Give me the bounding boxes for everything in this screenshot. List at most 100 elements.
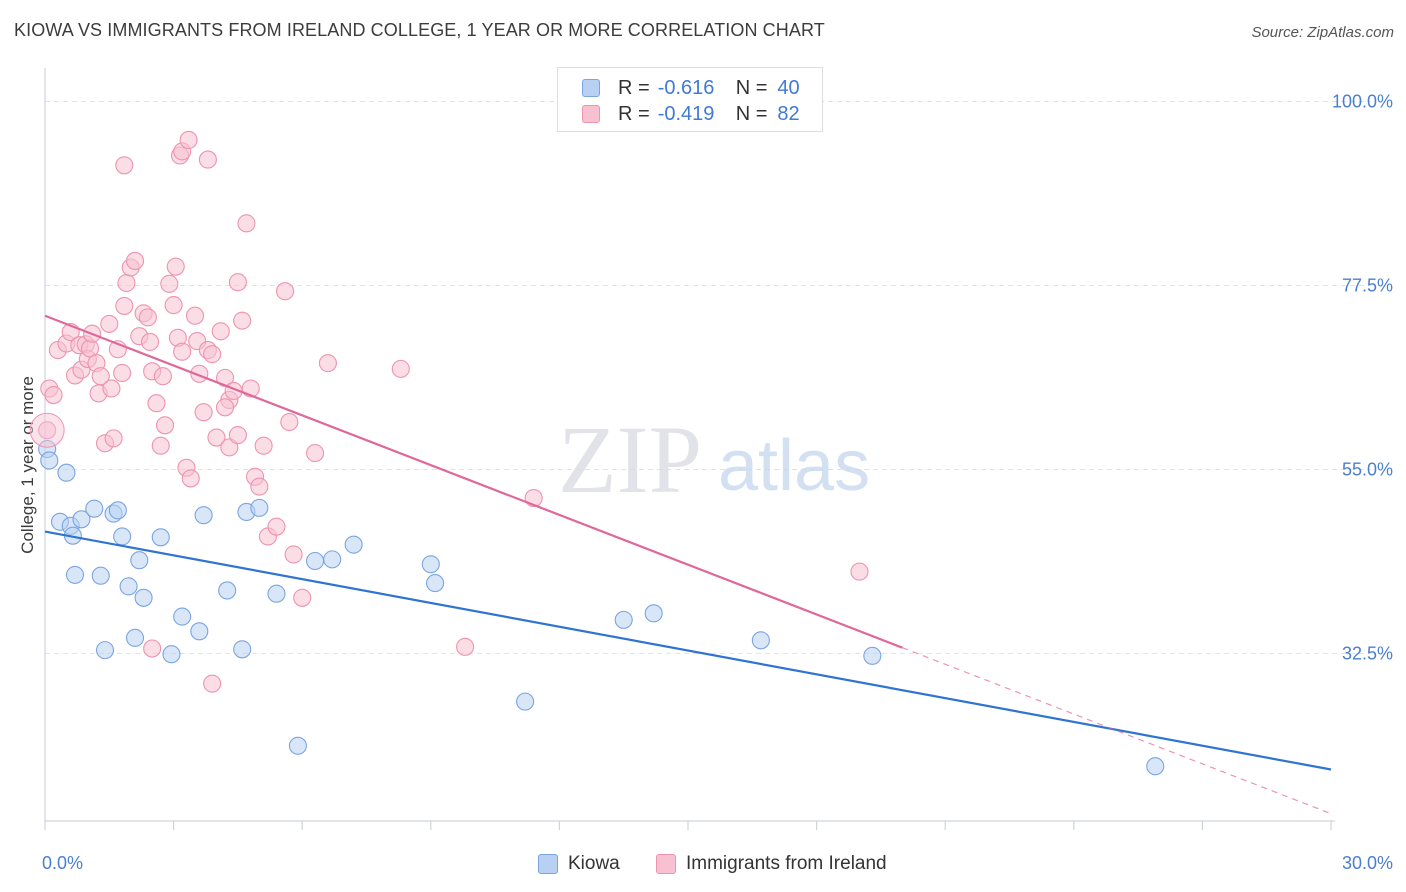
kiowa-point xyxy=(614,610,633,629)
kiowa-point xyxy=(421,555,440,574)
kiowa-point xyxy=(288,736,307,755)
ireland-point xyxy=(151,436,170,455)
ireland-point xyxy=(147,394,166,413)
ireland-point xyxy=(140,332,160,351)
x-tick-label: 0.0% xyxy=(42,853,83,873)
ireland-r-label: R = xyxy=(618,102,650,125)
ireland-n-label: N = xyxy=(735,102,768,125)
ireland-point xyxy=(173,342,192,361)
ireland-point xyxy=(164,296,183,315)
ireland-point xyxy=(276,282,295,301)
kiowa-point xyxy=(1146,757,1165,776)
kiowa-trend-line xyxy=(44,530,1332,771)
kiowa-swatch xyxy=(582,79,600,97)
ireland-point xyxy=(456,637,475,656)
ireland-point xyxy=(138,308,157,327)
ireland-point xyxy=(38,421,57,440)
ireland-point xyxy=(115,296,134,315)
kiowa-point xyxy=(65,565,85,584)
ireland-point xyxy=(125,251,145,271)
ireland-point xyxy=(44,385,63,405)
ireland-swatch xyxy=(582,105,600,123)
kiowa-point xyxy=(344,535,363,554)
kiowa-point xyxy=(426,574,445,593)
ireland-trend-line xyxy=(44,314,903,649)
kiowa-point xyxy=(267,584,286,603)
kiowa-point xyxy=(130,551,149,570)
kiowa-point xyxy=(134,588,153,607)
kiowa-point xyxy=(57,463,76,482)
y-tick-label: 55.0% xyxy=(1342,459,1393,479)
ireland-point xyxy=(220,438,239,457)
kiowa-point xyxy=(95,641,115,660)
ireland-point xyxy=(185,306,205,325)
kiowa-n-value: 40 xyxy=(777,76,800,99)
ireland-r-value: -0.419 xyxy=(657,102,715,125)
tick-label-layer: 32.5% 55.0% 77.5% 100.0% 0.0% 30.0% xyxy=(42,92,1393,873)
kiowa-point xyxy=(323,550,342,569)
kiowa-point xyxy=(751,631,770,650)
ireland-point xyxy=(91,367,110,386)
ireland-point xyxy=(203,345,222,364)
ireland-point xyxy=(104,429,123,448)
kiowa-point xyxy=(173,607,192,626)
bottom-legend-ireland: Immigrants from Ireland xyxy=(656,852,887,876)
ireland-point xyxy=(228,273,247,292)
kiowa-point xyxy=(218,581,237,600)
kiowa-r-label: R = xyxy=(618,76,650,99)
bottom-ireland-swatch xyxy=(656,854,676,874)
ireland-point xyxy=(207,428,226,447)
legend-row-ireland: R = -0.419 N = 82 xyxy=(582,101,800,127)
bottom-legend-kiowa: Kiowa xyxy=(538,852,620,876)
kiowa-point xyxy=(91,566,110,585)
ireland-point xyxy=(160,274,179,293)
ireland-point xyxy=(850,562,869,581)
kiowa-point xyxy=(306,551,325,571)
kiowa-point xyxy=(125,628,145,647)
ireland-point xyxy=(155,416,175,435)
ireland-point xyxy=(153,367,172,386)
source-label: Source: ZipAtlas.com xyxy=(1251,24,1394,41)
kiowa-point xyxy=(863,646,882,665)
correlation-legend: R = -0.616 N = 40 R = -0.419 N = 82 xyxy=(557,67,823,132)
kiowa-point xyxy=(119,577,138,596)
ireland-point xyxy=(115,156,134,175)
ireland-point xyxy=(166,257,185,276)
y-tick-label: 32.5% xyxy=(1342,643,1393,663)
kiowa-point xyxy=(194,506,213,525)
kiowa-point xyxy=(644,604,663,623)
bottom-ireland-label: Immigrants from Ireland xyxy=(686,853,887,874)
kiowa-point xyxy=(108,501,127,520)
kiowa-point xyxy=(113,527,132,546)
ireland-point xyxy=(211,322,230,341)
kiowa-point xyxy=(250,498,269,517)
kiowa-point xyxy=(162,645,181,664)
ireland-point xyxy=(194,403,213,422)
kiowa-point xyxy=(40,451,59,470)
kiowa-point xyxy=(151,528,170,547)
kiowa-point xyxy=(190,622,209,641)
x-tick-label: 30.0% xyxy=(1342,853,1393,873)
ireland-point xyxy=(237,214,256,233)
kiowa-r-value: -0.616 xyxy=(657,76,715,99)
point-layer xyxy=(29,130,1165,776)
y-tick-label: 100.0% xyxy=(1332,92,1393,112)
ireland-point xyxy=(113,363,132,383)
ireland-point xyxy=(250,477,269,496)
kiowa-point xyxy=(516,692,535,711)
bottom-kiowa-swatch xyxy=(538,854,558,874)
y-tick-label: 77.5% xyxy=(1342,275,1393,295)
ireland-point xyxy=(267,517,286,536)
trend-layer xyxy=(44,314,1332,815)
ireland-point xyxy=(181,469,200,488)
ireland-point xyxy=(179,130,198,150)
ireland-point xyxy=(284,545,303,564)
ireland-point xyxy=(143,639,162,658)
ireland-point xyxy=(293,588,312,607)
ireland-point xyxy=(117,273,136,293)
watermark-zip: ZIP xyxy=(558,406,702,513)
bottom-kiowa-label: Kiowa xyxy=(568,853,620,874)
grid-layer xyxy=(45,101,1371,654)
ireland-point xyxy=(198,150,217,169)
